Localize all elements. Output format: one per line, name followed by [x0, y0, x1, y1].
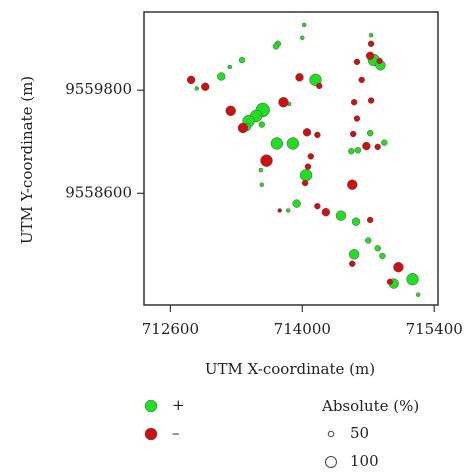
bubble [285, 208, 291, 213]
bubble [314, 131, 321, 139]
bubble [415, 292, 421, 297]
size-legend-label: 50 [350, 424, 369, 442]
bubble [259, 182, 265, 187]
bubble [201, 82, 210, 91]
x-tick-label: 715400 [406, 320, 463, 338]
bubble [260, 154, 273, 167]
bubble [302, 128, 312, 137]
bubble [406, 273, 419, 286]
bubble [381, 139, 388, 146]
bubble [379, 252, 386, 260]
bubble [348, 147, 355, 155]
bubble [366, 216, 374, 224]
size-legend-label: 100 [350, 452, 379, 470]
bubble [217, 72, 226, 81]
bubble [301, 179, 309, 187]
bubble [353, 115, 361, 122]
x-tick-label: 712600 [142, 320, 199, 338]
bubble [367, 40, 375, 48]
bubble [362, 141, 371, 151]
y-tick-label: 9558600 [65, 183, 132, 201]
bubble [365, 237, 372, 244]
size-legend-circle [325, 456, 337, 468]
bubble [299, 169, 313, 182]
y-tick-label: 9559800 [65, 80, 132, 98]
bubble [376, 57, 383, 65]
size-legend-title: Absolute (%) [321, 397, 419, 415]
bubble [272, 43, 280, 50]
bubble [367, 97, 375, 104]
bubble [321, 207, 331, 217]
bubble [270, 137, 284, 150]
bubble [300, 35, 305, 41]
bubble [307, 153, 315, 160]
bubble [348, 249, 360, 260]
bubble [350, 98, 358, 106]
bubble [304, 163, 312, 170]
x-tick-label: 714000 [274, 320, 331, 338]
legend-label: + [172, 396, 185, 414]
bubble [366, 129, 374, 137]
bubble [358, 76, 365, 84]
legend-swatch [144, 399, 158, 413]
bubble [374, 245, 381, 252]
bubble [314, 202, 321, 210]
bubble [365, 51, 375, 61]
bubble [277, 208, 282, 213]
bubble [258, 121, 266, 128]
bubble [301, 22, 307, 28]
x-axis-label: UTM X-coordinate (m) [205, 360, 375, 378]
bubble [393, 261, 404, 273]
bubble [225, 105, 236, 117]
bubble [351, 217, 361, 226]
y-axis-label: UTM Y-coordinate (m) [18, 76, 36, 244]
legend-swatch [144, 427, 158, 441]
bubble [295, 73, 304, 82]
bubble [237, 122, 249, 134]
bubble [335, 210, 347, 221]
bubble [194, 86, 199, 91]
bubble [349, 130, 357, 138]
bubble [316, 82, 323, 90]
bubble [258, 167, 264, 173]
bubble [374, 143, 381, 151]
bubble [278, 97, 289, 108]
bubble [238, 56, 246, 64]
size-legend-circle [327, 430, 335, 438]
bubble [349, 260, 356, 267]
bubble [368, 32, 374, 38]
bubble [227, 64, 232, 70]
bubble [186, 75, 196, 85]
bubble [347, 179, 358, 190]
plot-frame [143, 11, 439, 306]
bubble [286, 137, 300, 150]
legend-label: – [172, 424, 180, 442]
bubble [353, 58, 361, 66]
bubble [292, 199, 301, 208]
bubble [354, 147, 362, 154]
bubble [386, 278, 394, 286]
